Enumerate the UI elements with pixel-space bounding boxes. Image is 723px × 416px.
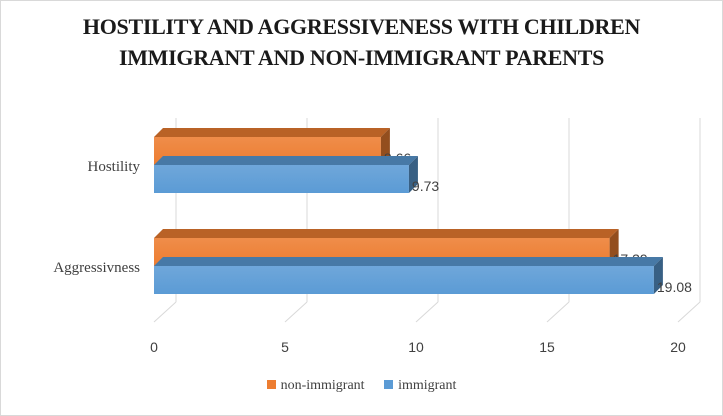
legend-swatch-non-immigrant bbox=[267, 380, 276, 389]
bar-top-face bbox=[154, 257, 663, 266]
gridline-floor bbox=[547, 302, 569, 322]
chart-legend: non-immigrant immigrant bbox=[0, 378, 723, 394]
gridline-floor bbox=[416, 302, 438, 322]
bar-top-face bbox=[154, 128, 390, 137]
legend-swatch-immigrant bbox=[384, 380, 393, 389]
legend-item-immigrant: immigrant bbox=[384, 378, 456, 394]
category-label: Hostility bbox=[87, 159, 140, 175]
x-tick-label: 20 bbox=[670, 339, 686, 355]
legend-item-non-immigrant: non-immigrant bbox=[267, 378, 365, 394]
data-label: 19.08 bbox=[657, 279, 692, 295]
x-tick-label: 0 bbox=[150, 339, 158, 355]
bar-immigrant-aggressivness bbox=[154, 266, 654, 294]
legend-label-non-immigrant: non-immigrant bbox=[281, 378, 365, 393]
category-label: Aggressivness bbox=[53, 260, 140, 276]
data-label: 9.73 bbox=[412, 178, 439, 194]
bar-top-face bbox=[154, 229, 619, 238]
x-tick-label: 15 bbox=[539, 339, 555, 355]
gridline-floor bbox=[154, 302, 176, 322]
gridline-floor bbox=[678, 302, 700, 322]
legend-label-immigrant: immigrant bbox=[398, 378, 456, 393]
bar-top-face bbox=[154, 156, 418, 165]
bar-immigrant-hostility bbox=[154, 165, 409, 193]
x-tick-label: 10 bbox=[408, 339, 424, 355]
gridline-floor bbox=[285, 302, 307, 322]
x-tick-label: 5 bbox=[281, 339, 289, 355]
